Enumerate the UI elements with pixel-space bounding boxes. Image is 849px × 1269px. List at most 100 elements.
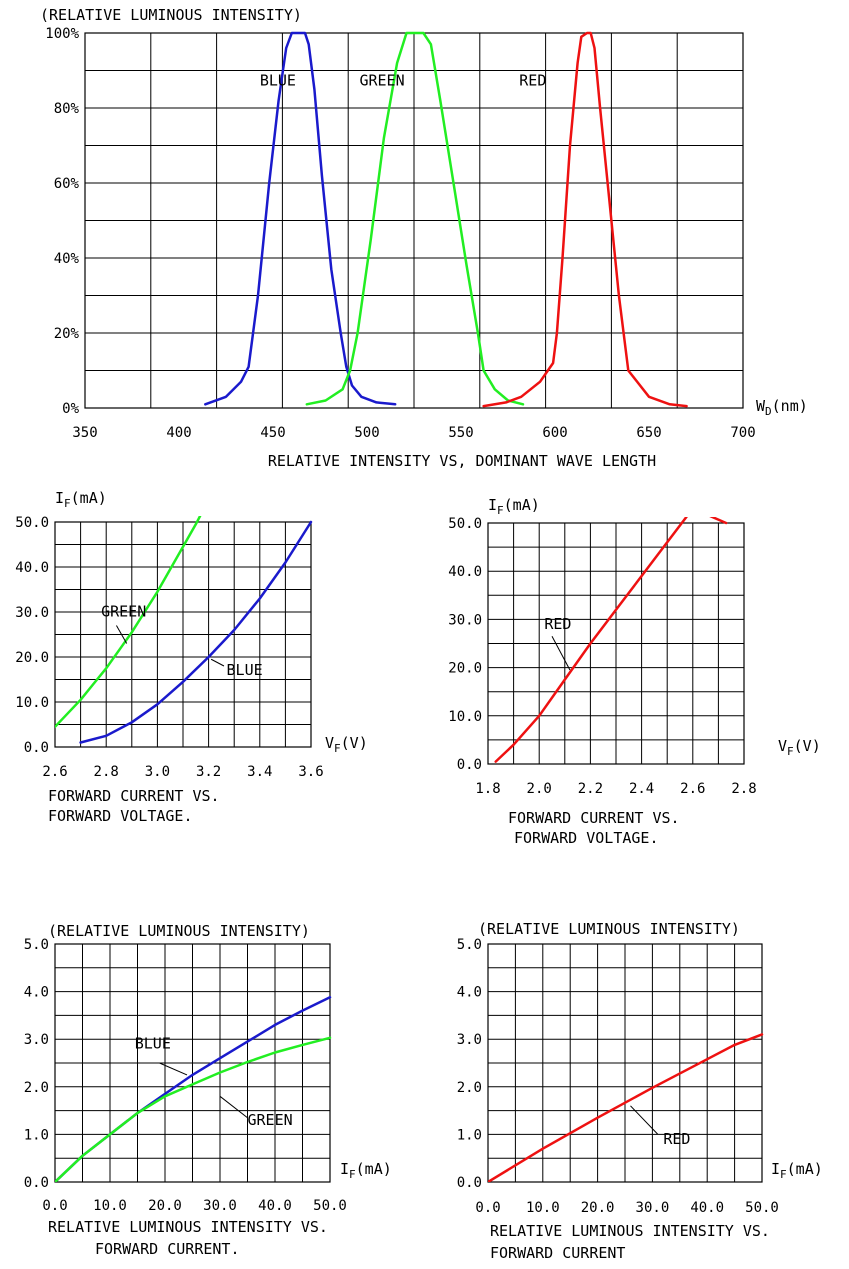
x-tick-label: 2.2 bbox=[578, 781, 603, 797]
chart-caption: FORWARD VOLTAGE. bbox=[48, 807, 193, 825]
x-tick-label: 40.0 bbox=[258, 1198, 292, 1214]
x-tick-label: 3.4 bbox=[247, 764, 272, 780]
x-tick-label: 600 bbox=[542, 425, 567, 441]
series-line-green bbox=[55, 1036, 332, 1182]
series-line-green bbox=[55, 516, 202, 729]
series-label-blue: BLUE bbox=[227, 661, 263, 679]
y-tick-label: 0.0 bbox=[24, 740, 49, 756]
chart-caption: FORWARD CURRENT VS. bbox=[508, 809, 680, 827]
chart-iv-blue-green: 0.0 10.0 20.0 30.0 40.0 50.0 2.6 2.8 3.0 3.2 3.4 3.… bbox=[15, 489, 367, 825]
chart-spectrum: 0% 20% 40% 60% 80% 100% 350 400 450 500 550 600 650 7… bbox=[40, 6, 808, 470]
chart-caption: RELATIVE LUMINOUS INTENSITY VS. bbox=[490, 1222, 770, 1240]
y-tick-label: 0.0 bbox=[457, 757, 482, 773]
series-label-red: RED bbox=[544, 615, 571, 633]
x-tick-label: 50.0 bbox=[313, 1198, 347, 1214]
x-tick-label: 3.0 bbox=[145, 764, 170, 780]
y-tick-label: 20.0 bbox=[15, 650, 49, 666]
x-tick-label: 10.0 bbox=[93, 1198, 127, 1214]
y-tick-label: 10.0 bbox=[15, 695, 49, 711]
label-leader-line bbox=[159, 1062, 188, 1076]
chart-title: IF(mA) bbox=[488, 496, 540, 517]
x-tick-label: 0.0 bbox=[42, 1198, 67, 1214]
y-tick-label: 3.0 bbox=[24, 1032, 49, 1048]
x-tick-label: 2.6 bbox=[680, 781, 705, 797]
x-axis-label: IF(mA) bbox=[771, 1160, 823, 1181]
x-axis-label: WD(nm) bbox=[756, 397, 808, 418]
chart-title: (RELATIVE LUMINOUS INTENSITY) bbox=[40, 6, 302, 24]
y-tick-label: 1.0 bbox=[457, 1127, 482, 1143]
chart-lum-red: 0.0 1.0 2.0 3.0 4.0 5.0 0.0 10.0 20.0 30.0 40.0 50.… bbox=[457, 920, 823, 1262]
x-tick-label: 2.8 bbox=[731, 781, 756, 797]
x-tick-label: 20.0 bbox=[581, 1200, 615, 1216]
x-tick-label: 2.8 bbox=[94, 764, 119, 780]
y-tick-label: 50.0 bbox=[15, 515, 49, 531]
series-line-red bbox=[488, 1033, 764, 1182]
x-tick-label: 3.2 bbox=[196, 764, 221, 780]
chart-title: (RELATIVE LUMINOUS INTENSITY) bbox=[478, 920, 740, 938]
label-leader-line bbox=[630, 1105, 659, 1135]
series-label-red: RED bbox=[663, 1130, 690, 1148]
series-label-green: GREEN bbox=[101, 603, 146, 621]
x-tick-label: 50.0 bbox=[745, 1200, 779, 1216]
x-tick-label: 10.0 bbox=[526, 1200, 560, 1216]
series-line-red bbox=[482, 31, 688, 408]
x-axis-label: IF(mA) bbox=[340, 1160, 392, 1181]
y-tick-label: 80% bbox=[54, 101, 80, 117]
y-tick-label: 10.0 bbox=[448, 709, 482, 725]
chart-iv-red: 0.0 10.0 20.0 30.0 40.0 50.0 1.8 2.0 2.2 2.4 2.6 2.… bbox=[448, 496, 820, 847]
chart-caption: FORWARD VOLTAGE. bbox=[514, 829, 659, 847]
chart-caption: FORWARD CURRENT VS. bbox=[48, 787, 220, 805]
label-leader-line bbox=[551, 636, 571, 671]
y-tick-label: 0.0 bbox=[457, 1175, 482, 1191]
x-tick-label: 2.6 bbox=[42, 764, 67, 780]
x-tick-label: 2.4 bbox=[629, 781, 654, 797]
y-tick-label: 2.0 bbox=[24, 1080, 49, 1096]
y-tick-label: 3.0 bbox=[457, 1032, 482, 1048]
x-tick-label: 1.8 bbox=[475, 781, 500, 797]
series-label-green: GREEN bbox=[359, 72, 404, 90]
y-tick-label: 5.0 bbox=[24, 937, 49, 953]
chart-caption: RELATIVE INTENSITY VS, DOMINANT WAVE LEN… bbox=[268, 452, 656, 470]
series-line-green bbox=[305, 31, 525, 406]
series-label-red: RED bbox=[519, 72, 546, 90]
grid bbox=[84, 32, 744, 409]
x-tick-label: 350 bbox=[72, 425, 97, 441]
series-label-blue: BLUE bbox=[260, 72, 296, 90]
chart-caption: FORWARD CURRENT. bbox=[95, 1240, 240, 1258]
y-tick-label: 1.0 bbox=[24, 1127, 49, 1143]
plot-frame bbox=[54, 943, 331, 1183]
chart-lum-blue-green: 0.0 1.0 2.0 3.0 4.0 5.0 0.0 10.0 20.0 30.0 40.0 50.… bbox=[24, 922, 392, 1258]
y-tick-label: 50.0 bbox=[448, 516, 482, 532]
series-line-blue bbox=[79, 520, 313, 744]
plot-frame bbox=[487, 943, 763, 1183]
label-leader-line bbox=[210, 658, 225, 667]
plot-frame bbox=[54, 521, 312, 748]
x-tick-label: 500 bbox=[354, 425, 379, 441]
y-tick-label: 4.0 bbox=[457, 985, 482, 1001]
y-tick-label: 20% bbox=[54, 326, 80, 342]
x-tick-label: 0.0 bbox=[475, 1200, 500, 1216]
label-leader-line bbox=[219, 1095, 248, 1119]
y-tick-label: 40.0 bbox=[448, 564, 482, 580]
x-tick-label: 400 bbox=[166, 425, 191, 441]
series-label-blue: BLUE bbox=[135, 1035, 171, 1053]
x-axis-label: VF(V) bbox=[778, 737, 821, 758]
x-tick-label: 30.0 bbox=[203, 1198, 237, 1214]
series-line-red bbox=[494, 517, 728, 763]
chart-caption: RELATIVE LUMINOUS INTENSITY VS. bbox=[48, 1218, 328, 1236]
plot-frame bbox=[487, 522, 745, 765]
y-tick-label: 20.0 bbox=[448, 661, 482, 677]
y-tick-label: 100% bbox=[45, 26, 79, 42]
x-tick-label: 450 bbox=[260, 425, 285, 441]
chart-title: (RELATIVE LUMINOUS INTENSITY) bbox=[48, 922, 310, 940]
y-tick-label: 40% bbox=[54, 251, 80, 267]
x-tick-label: 30.0 bbox=[636, 1200, 670, 1216]
y-tick-label: 5.0 bbox=[457, 937, 482, 953]
grid bbox=[487, 943, 763, 1183]
grid bbox=[487, 522, 745, 765]
x-tick-label: 40.0 bbox=[690, 1200, 724, 1216]
x-tick-label: 20.0 bbox=[148, 1198, 182, 1214]
y-tick-label: 30.0 bbox=[448, 612, 482, 628]
series-label-green: GREEN bbox=[248, 1111, 293, 1129]
